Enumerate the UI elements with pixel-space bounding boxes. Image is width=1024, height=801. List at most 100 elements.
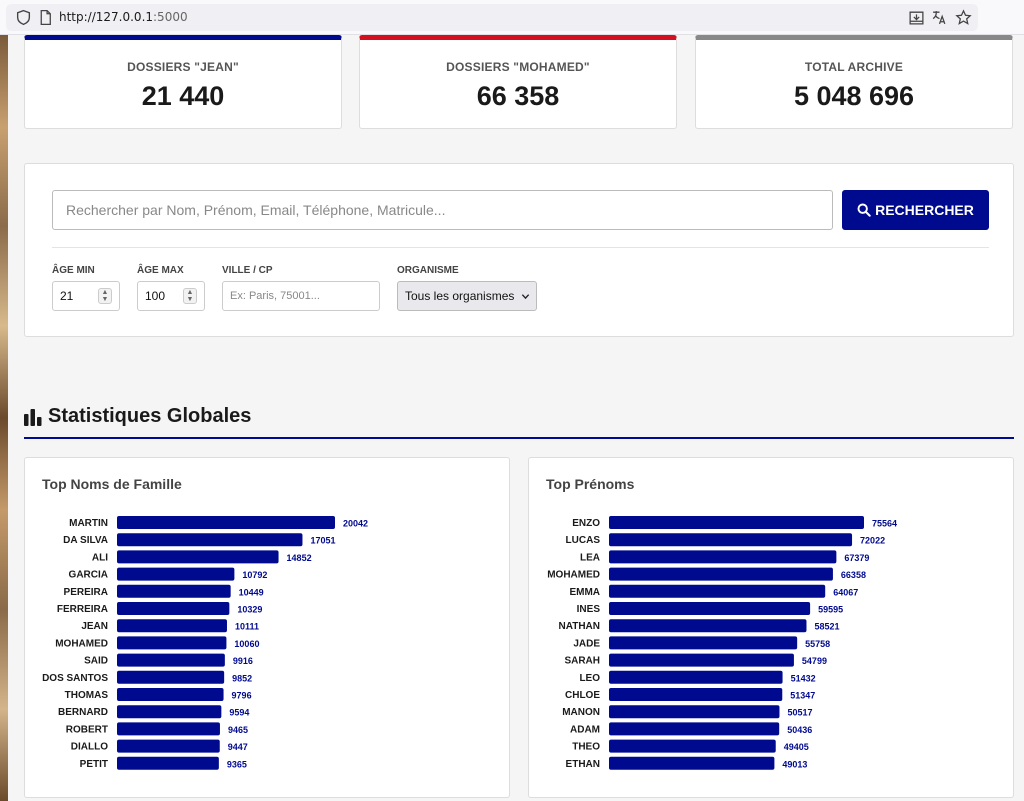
bar[interactable] [609,516,864,529]
bar[interactable] [117,533,303,547]
city-label: VILLE / CP [222,265,273,276]
bar[interactable] [117,756,219,770]
bar[interactable] [117,670,225,684]
category-label: MOHAMED [55,638,108,649]
chart-title: Top Prénoms [546,476,635,492]
bar[interactable] [117,584,231,598]
page-icon[interactable] [37,9,54,26]
search-panel: Rechercher par Nom, Prénom, Email, Télép… [24,163,1014,337]
age-max-value: 100 [145,289,166,303]
category-label: DOS SANTOS [42,673,108,684]
category-label: CHLOE [565,690,600,701]
bar[interactable] [609,705,780,719]
chart-title: Top Noms de Famille [42,476,182,492]
category-label: ALI [92,552,108,563]
category-label: MANON [562,707,600,718]
value-label: 55758 [805,639,830,649]
shield-icon[interactable] [15,9,32,26]
bar[interactable] [609,567,833,581]
stat-value: 66 358 [476,81,560,111]
category-label: DIALLO [71,742,108,753]
search-button[interactable]: RECHERCHER [842,190,989,230]
stat-label: TOTAL ARCHIVE [804,60,904,74]
age-min-field[interactable]: 21 ▲ ▼ [52,281,120,311]
bookmark-star-icon[interactable] [955,9,972,26]
category-label: MOHAMED [547,570,600,581]
bar[interactable] [609,722,780,736]
bar[interactable] [609,602,811,615]
search-input[interactable]: Rechercher par Nom, Prénom, Email, Télép… [52,190,833,230]
value-label: 9852 [232,673,252,683]
category-label: THEO [572,742,600,753]
divider [52,247,989,248]
org-select[interactable]: Tous les organismes [397,281,537,311]
category-label: JEAN [81,621,108,632]
city-field[interactable]: Ex: Paris, 75001... [222,281,380,311]
category-label: ADAM [570,724,600,735]
age-max-label: ÂGE MAX [137,265,184,276]
category-label: DA SILVA [63,535,108,546]
bar[interactable] [609,550,837,564]
bar[interactable] [609,688,783,701]
category-label: ROBERT [66,724,108,735]
bar[interactable] [117,739,220,753]
stat-value: 5 048 696 [793,81,915,111]
age-min-stepper[interactable]: ▲ ▼ [98,288,112,304]
value-label: 67379 [844,553,869,563]
category-label: MARTIN [69,518,108,529]
value-label: 10792 [242,570,267,580]
bar[interactable] [117,653,225,667]
bar[interactable] [117,567,235,581]
stat-card-total-archive: TOTAL ARCHIVE 5 048 696 [695,35,1013,129]
bar[interactable] [609,533,853,547]
value-label: 54799 [802,656,827,666]
value-label: 14852 [287,553,312,563]
category-label: SARAH [564,656,600,667]
address-bar[interactable]: http://127.0.0.1:5000 [6,4,978,31]
bar[interactable] [609,756,775,770]
age-min-value: 21 [60,289,74,303]
bar[interactable] [609,636,798,650]
age-max-field[interactable]: 100 ▲ ▼ [137,281,205,311]
category-label: LEO [579,673,600,684]
bar[interactable] [117,705,222,719]
url-text[interactable]: http://127.0.0.1:5000 [59,10,188,24]
chevron-down-icon [521,294,530,300]
age-max-stepper[interactable]: ▲ ▼ [183,288,197,304]
category-label: BERNARD [58,707,108,718]
value-label: 49405 [784,742,809,752]
section-underline [24,437,1014,439]
bar[interactable] [117,636,227,650]
value-label: 9796 [232,691,252,701]
bar[interactable] [117,516,335,529]
bar[interactable] [117,619,227,633]
chart-card-first-names: Top Prénoms ENZO 75564 LUCAS 72022 LEA 67379 M… [528,457,1014,798]
category-label: JADE [573,638,600,649]
category-label: INES [577,604,601,615]
bar[interactable] [609,670,783,684]
category-label: ENZO [572,518,600,529]
bar[interactable] [609,619,807,633]
chart-card-last-names: Top Noms de Famille MARTIN 20042 DA SILVA 1… [24,457,510,798]
section-heading: Statistiques Globales [24,405,251,428]
bar[interactable] [117,550,279,564]
category-label: SAID [84,656,108,667]
value-label: 9594 [229,708,249,718]
stat-card-jean: DOSSIERS "JEAN" 21 440 [24,35,342,129]
first-names-chart: ENZO 75564 LUCAS 72022 LEA 67379 MOHAMED 66358 E… [547,516,897,770]
bar[interactable] [117,602,230,615]
bar[interactable] [117,722,220,736]
value-label: 20042 [343,519,368,529]
bar[interactable] [609,584,826,598]
value-label: 10449 [239,587,264,597]
org-label: ORGANISME [397,265,459,276]
value-label: 10060 [234,639,259,649]
section-title-text: Statistiques Globales [48,405,252,427]
value-label: 64067 [833,587,858,597]
value-label: 50436 [787,725,812,735]
translate-icon[interactable] [931,9,948,26]
save-page-icon[interactable] [908,9,925,26]
bar[interactable] [609,739,776,753]
bar[interactable] [609,653,794,667]
bar[interactable] [117,688,224,701]
